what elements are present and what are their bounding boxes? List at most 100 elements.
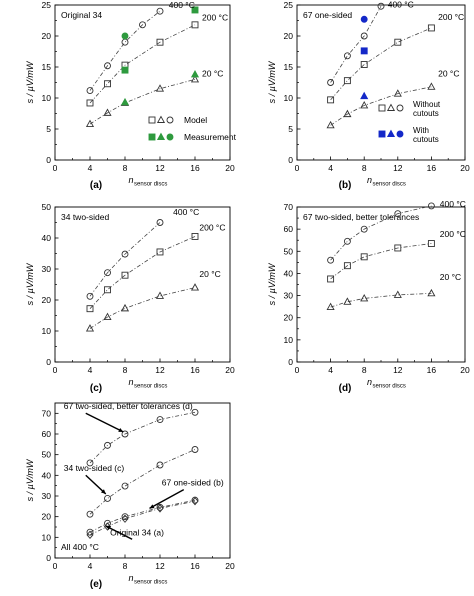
data-point xyxy=(327,96,335,104)
y-axis-label: s / µV/mW xyxy=(25,262,35,305)
y-tick-label: 10 xyxy=(284,335,294,345)
x-tick-label: 16 xyxy=(427,163,437,173)
x-tick-label: 4 xyxy=(328,163,333,173)
data-point xyxy=(190,283,200,291)
data-point xyxy=(191,408,199,416)
x-tick-label: 16 xyxy=(190,365,200,375)
annotation-arrow xyxy=(149,489,185,510)
data-point xyxy=(427,24,435,32)
data-point xyxy=(393,290,402,298)
data-point xyxy=(360,225,368,233)
legend-label: Model xyxy=(184,115,207,125)
legend-marker xyxy=(378,130,386,138)
data-point xyxy=(360,61,368,68)
data-point xyxy=(86,305,94,313)
data-point xyxy=(191,21,199,29)
data-point xyxy=(86,530,94,540)
data-point xyxy=(326,302,335,311)
x-tick-label: 8 xyxy=(123,163,128,173)
x-tick-label: 20 xyxy=(225,163,235,173)
data-point xyxy=(343,237,351,245)
data-point xyxy=(86,292,94,300)
x-tick-label: 0 xyxy=(295,163,300,173)
data-point xyxy=(156,461,164,469)
data-point xyxy=(121,430,129,438)
data-point xyxy=(121,513,129,521)
x-tick-label: 12 xyxy=(393,163,403,173)
data-point xyxy=(360,15,368,23)
x-tick-label: 16 xyxy=(427,365,437,375)
data-point xyxy=(360,253,368,261)
panel-caption: (a) xyxy=(90,180,102,191)
data-point xyxy=(156,7,164,15)
x-tick-label: 12 xyxy=(155,163,165,173)
chart-panel-b: 0 4 8 12 16 20 0 5 10 15 20 25 s / µV/mW nsensor disc… xyxy=(267,0,470,191)
panel-caption: (e) xyxy=(90,579,102,590)
y-tick-label: 50 xyxy=(42,450,52,460)
x-tick-label: 16 xyxy=(190,163,200,173)
series-line xyxy=(89,236,196,309)
y-tick-label: 15 xyxy=(284,62,294,72)
annotation-arrow xyxy=(85,412,124,433)
y-tick-label: 0 xyxy=(46,357,51,367)
annotation-arrow xyxy=(85,474,107,495)
y-tick-label: 0 xyxy=(288,357,293,367)
data-point xyxy=(139,21,146,29)
data-point xyxy=(104,62,111,70)
y-axis-label: s / µV/mW xyxy=(25,458,35,501)
series-line xyxy=(89,287,196,329)
data-point xyxy=(394,38,402,46)
data-point xyxy=(121,66,129,74)
y-tick-label: 30 xyxy=(42,264,52,274)
y-tick-label: 40 xyxy=(284,268,294,278)
y-tick-label: 60 xyxy=(42,429,52,439)
x-tick-label: 20 xyxy=(225,561,235,571)
y-tick-label: 20 xyxy=(42,295,52,305)
y-tick-label: 0 xyxy=(46,553,51,563)
data-point xyxy=(343,262,351,270)
y-tick-label: 15 xyxy=(42,62,52,72)
data-point xyxy=(85,324,95,332)
data-point xyxy=(155,84,165,92)
series-line xyxy=(89,10,161,91)
x-axis-label: nsensor discs xyxy=(129,377,168,390)
y-tick-label: 70 xyxy=(284,202,294,212)
data-point xyxy=(427,288,436,297)
x-axis-label: nsensor discs xyxy=(367,175,406,188)
data-point xyxy=(191,496,199,506)
y-axis-label: s / µV/mW xyxy=(267,60,277,103)
legend-marker xyxy=(148,133,156,141)
legend-marker xyxy=(166,133,174,141)
data-point xyxy=(120,97,130,106)
x-tick-label: 8 xyxy=(123,365,128,375)
data-point xyxy=(427,82,436,90)
data-point xyxy=(120,303,130,312)
y-tick-label: 10 xyxy=(42,532,52,542)
series-line xyxy=(89,500,196,536)
y-tick-label: 20 xyxy=(42,512,52,522)
chart-panel-e: 0 4 8 12 16 20 0 10 20 30 40 50 60 70 s / µV/mW nsensor… xyxy=(25,401,235,590)
y-tick-label: 30 xyxy=(42,491,52,501)
y-tick-label: 20 xyxy=(284,313,294,323)
data-point xyxy=(190,70,200,78)
legend-marker xyxy=(156,132,166,140)
annotation-label: 34 two-sided (c) xyxy=(64,463,125,473)
legend-marker xyxy=(386,129,396,137)
series-line xyxy=(330,205,432,261)
y-tick-label: 0 xyxy=(288,155,293,165)
y-tick-label: 50 xyxy=(284,246,294,256)
data-point xyxy=(104,441,111,449)
curve-label: 400 °C xyxy=(440,199,466,209)
data-point xyxy=(360,32,368,40)
y-tick-label: 40 xyxy=(42,470,52,480)
data-point xyxy=(360,47,368,55)
x-axis-label: nsensor discs xyxy=(367,377,406,390)
series-line xyxy=(330,292,432,308)
data-point xyxy=(121,482,129,490)
legend-label: cutouts xyxy=(413,135,439,144)
data-point xyxy=(86,528,94,536)
arrow-head xyxy=(105,525,111,530)
y-tick-label: 30 xyxy=(284,291,294,301)
panel-title: 67 two-sided, better tolerances xyxy=(303,212,419,222)
x-axis-label: nsensor discs xyxy=(129,175,168,188)
